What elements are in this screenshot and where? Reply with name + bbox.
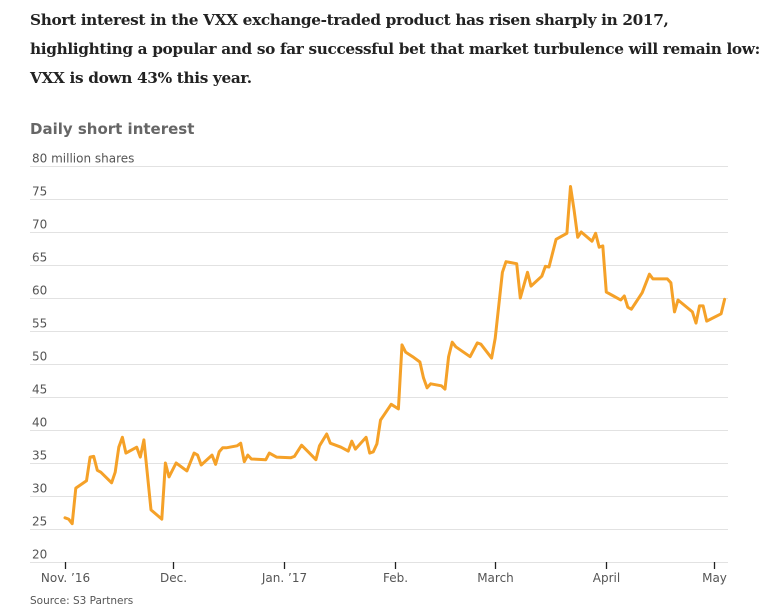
gridlines [30,166,728,563]
x-tick-label: Dec. [160,571,187,585]
x-tick-label: March [477,571,514,585]
headline: Short interest in the VXX exchange-trade… [30,11,760,87]
y-tick-label: 35 [32,449,47,463]
y-tick-label: 50 [32,350,47,364]
x-tick-label: Jan. ’17 [261,571,307,585]
y-tick-label: 25 [32,515,47,529]
y-tick-label: 20 [32,548,47,562]
y-tick-label: 30 [32,482,47,496]
y-axis-labels: 80 million shares 75 70 65 60 55 50 45 40 35 30 25 2… [32,152,134,562]
x-axis: Nov. ’16 Dec. Jan. ’17 Feb. March April May [41,562,727,585]
x-tick-label: April [593,571,620,585]
x-tick-label: Feb. [383,571,408,585]
y-tick-label: 40 [32,416,47,430]
source-note: Source: S3 Partners [30,595,134,607]
chart-title: Daily short interest [30,120,195,138]
y-tick-label: 55 [32,317,47,331]
y-tick-label: 80 million shares [32,152,134,166]
y-tick-label: 75 [32,185,47,199]
series-group [63,185,727,526]
y-tick-label: 70 [32,218,47,232]
y-tick-label: 65 [32,251,47,265]
y-tick-label: 60 [32,284,47,298]
x-tick-label: May [702,571,727,585]
series-line-0 [63,185,727,526]
x-tick-label: Nov. ’16 [41,571,90,585]
y-tick-label: 45 [32,383,47,397]
